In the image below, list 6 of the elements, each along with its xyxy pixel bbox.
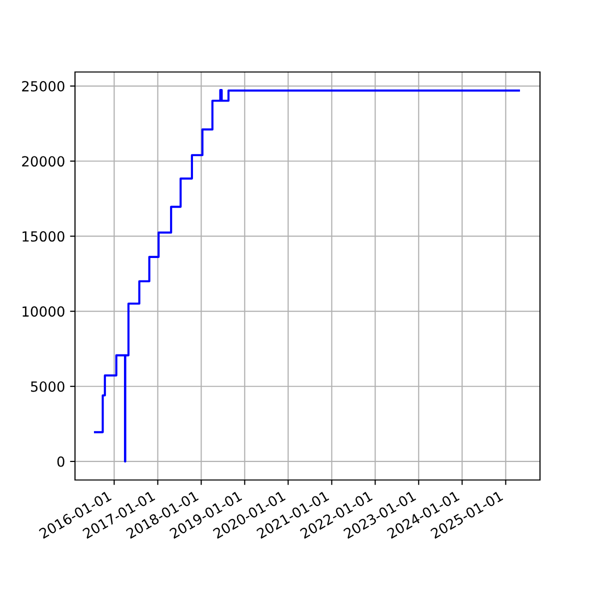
y-tick-label: 20000	[22, 156, 64, 167]
y-tick-label: 0	[57, 456, 64, 467]
y-tick-label: 25000	[22, 81, 64, 92]
y-tick-label: 5000	[31, 381, 64, 392]
y-tick-label: 15000	[22, 231, 64, 242]
y-tick-label: 10000	[22, 306, 64, 317]
